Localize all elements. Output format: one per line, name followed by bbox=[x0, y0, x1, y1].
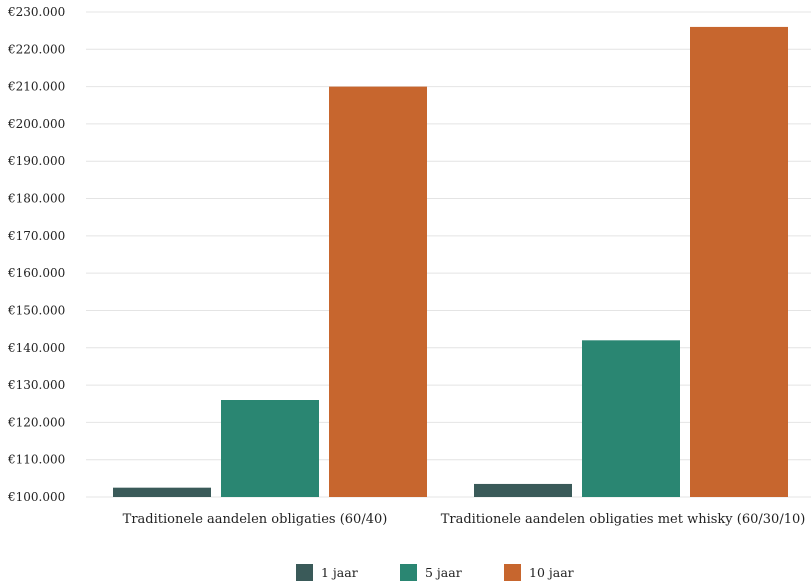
legend-swatch bbox=[504, 564, 521, 581]
legend-swatch bbox=[400, 564, 417, 581]
x-category-label: Traditionele aandelen obligaties (60/40) bbox=[123, 512, 388, 527]
y-tick-label: €130.000 bbox=[7, 378, 65, 392]
bar-10-jaar-1 bbox=[329, 86, 427, 497]
bar-1-jaar-1 bbox=[113, 487, 211, 497]
y-tick-label: €160.000 bbox=[7, 266, 65, 280]
y-tick-label: €140.000 bbox=[7, 341, 65, 355]
legend-label: 1 jaar bbox=[321, 565, 358, 580]
legend-swatch bbox=[296, 564, 313, 581]
bar-1-jaar-2 bbox=[474, 483, 572, 497]
x-category-label: Traditionele aandelen obligaties met whi… bbox=[441, 512, 806, 527]
bar-5-jaar-2 bbox=[582, 340, 680, 497]
y-tick-label: €120.000 bbox=[7, 415, 65, 429]
y-tick-label: €210.000 bbox=[7, 80, 65, 94]
bar-5-jaar-1 bbox=[221, 400, 319, 497]
legend: 1 jaar 5 jaar 10 jaar bbox=[296, 564, 574, 581]
y-tick-label: €220.000 bbox=[7, 42, 65, 56]
y-axis-ticks: €100.000 €110.000 €120.000 €130.000 €140.000… bbox=[7, 5, 65, 504]
y-tick-label: €190.000 bbox=[7, 154, 65, 168]
y-tick-label: €110.000 bbox=[7, 453, 65, 467]
y-tick-label: €150.000 bbox=[7, 303, 65, 317]
legend-label: 10 jaar bbox=[529, 565, 574, 580]
y-tick-label: €100.000 bbox=[7, 490, 65, 504]
y-tick-label: €170.000 bbox=[7, 229, 65, 243]
bars bbox=[113, 26, 788, 498]
bar-10-jaar-2 bbox=[690, 26, 788, 498]
y-tick-label: €180.000 bbox=[7, 192, 65, 206]
y-tick-label: €200.000 bbox=[7, 117, 65, 131]
x-axis-categories: Traditionele aandelen obligaties (60/40)… bbox=[123, 512, 806, 527]
legend-label: 5 jaar bbox=[425, 565, 462, 580]
y-tick-label: €230.000 bbox=[7, 5, 65, 19]
